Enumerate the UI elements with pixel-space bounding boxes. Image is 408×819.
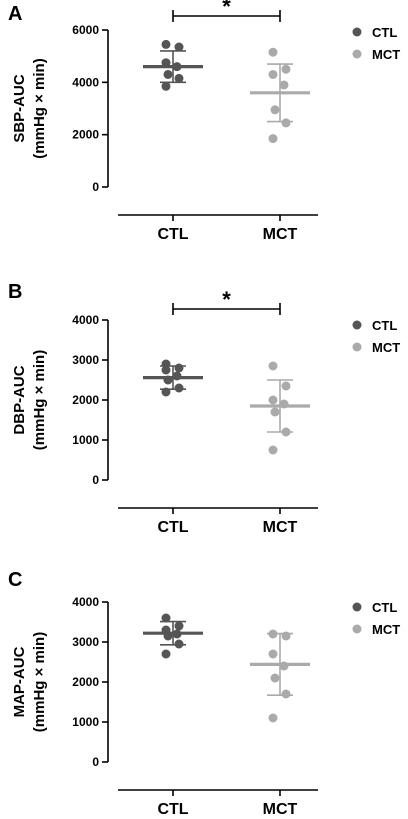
data-point: [174, 73, 184, 83]
data-point: [174, 621, 184, 631]
data-point: [174, 42, 184, 52]
y-tick-label: 4000: [72, 595, 99, 609]
significance-star: *: [222, 287, 231, 312]
data-point: [268, 713, 278, 723]
data-point: [161, 81, 171, 91]
y-tick-label: 3000: [72, 353, 99, 367]
data-point: [281, 64, 291, 74]
data-point: [270, 407, 280, 417]
legend-label: CTL: [372, 318, 397, 333]
data-point: [268, 47, 278, 57]
x-tick-label: CTL: [157, 801, 188, 818]
y-tick-label: 0: [92, 473, 99, 487]
data-point: [270, 105, 280, 115]
data-point: [161, 613, 171, 623]
data-point: [268, 134, 278, 144]
y-axis-label-units: (mmHg × min): [31, 58, 48, 158]
panel-c: C 0 1000 2000 3000 4000 MAP-AUC (mmHg × min) CTL…: [8, 569, 400, 818]
data-point: [281, 631, 291, 641]
y-tick-label: 0: [92, 755, 99, 769]
legend-label: MCT: [372, 622, 400, 637]
data-point: [268, 69, 278, 79]
data-point: [161, 649, 171, 659]
y-axis-label: SBP-AUC: [11, 74, 28, 143]
panel-letter: A: [8, 3, 22, 25]
y-tick-label: 4000: [72, 313, 99, 327]
data-point: [174, 363, 184, 373]
x-tick-label: MCT: [263, 801, 298, 818]
significance-star: *: [222, 0, 231, 19]
y-tick-label: 2000: [72, 393, 99, 407]
y-axis-label: DBP-AUC: [11, 365, 28, 434]
y-tick-label: 1000: [72, 715, 99, 729]
data-point: [279, 80, 289, 90]
data-point: [174, 383, 184, 393]
x-tick-label: CTL: [157, 226, 188, 243]
y-axis-label-units: (mmHg × min): [31, 632, 48, 732]
data-point: [268, 395, 278, 405]
legend-marker: [352, 602, 362, 612]
legend-label: CTL: [372, 25, 397, 40]
legend-marker: [352, 342, 362, 352]
y-tick-label: 4000: [72, 75, 99, 89]
data-point: [268, 629, 278, 639]
panel-letter: C: [8, 569, 22, 591]
data-point: [281, 118, 291, 128]
legend-marker: [352, 624, 362, 634]
data-point: [161, 58, 171, 68]
legend-label: MCT: [372, 47, 400, 62]
y-tick-label: 2000: [72, 675, 99, 689]
y-tick-label: 0: [92, 180, 99, 194]
data-point: [268, 445, 278, 455]
panel-a: A 0 2000 4000 6000 SBP-AUC (mmHg × min) CTL MCT *…: [8, 0, 400, 243]
panel-letter: B: [8, 281, 22, 303]
y-axis-label-units: (mmHg × min): [31, 350, 48, 450]
legend-marker: [352, 49, 362, 59]
data-point: [268, 361, 278, 371]
x-tick-label: MCT: [263, 519, 298, 536]
data-point: [161, 387, 171, 397]
y-axis-label: MAP-AUC: [11, 646, 28, 717]
data-point: [161, 39, 171, 49]
legend-marker: [352, 320, 362, 330]
y-tick-label: 3000: [72, 635, 99, 649]
y-tick-label: 6000: [72, 23, 99, 37]
data-point: [161, 365, 171, 375]
data-point: [268, 649, 278, 659]
x-tick-label: MCT: [263, 226, 298, 243]
y-tick-label: 2000: [72, 128, 99, 142]
data-point: [163, 69, 173, 79]
data-point: [281, 427, 291, 437]
data-point: [281, 689, 291, 699]
legend-label: MCT: [372, 340, 400, 355]
data-point: [281, 381, 291, 391]
legend-marker: [352, 27, 362, 37]
y-tick-label: 1000: [72, 433, 99, 447]
panel-b: B 0 1000 2000 3000 4000 DBP-AUC (mmHg × min) CTL…: [8, 281, 400, 536]
x-tick-label: CTL: [157, 519, 188, 536]
legend-label: CTL: [372, 600, 397, 615]
data-point: [270, 673, 280, 683]
data-point: [174, 639, 184, 649]
